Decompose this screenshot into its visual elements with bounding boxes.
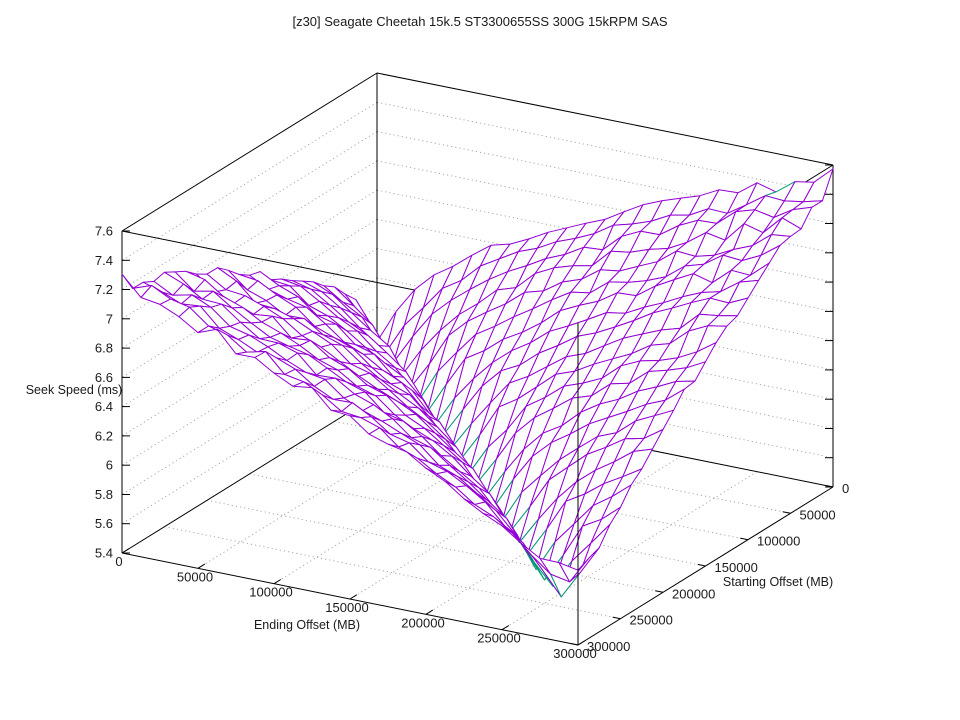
y-tick: [612, 616, 621, 620]
z-tick-label: 6: [106, 458, 113, 473]
box-edge: [121, 72, 378, 232]
x-tick-label: 300000: [553, 646, 596, 661]
z-gridline-left-wall: [121, 101, 378, 261]
y-tick-label: 250000: [630, 613, 673, 628]
z-tick-label: 5.8: [95, 487, 113, 502]
axis-ticks-labels: 5.45.65.866.26.46.66.877.27.47.605000010…: [95, 224, 849, 662]
y-axis-title: Starting Offset (MB): [722, 575, 834, 589]
y-tick-label: 300000: [587, 639, 630, 654]
x-tick-label: 0: [115, 554, 122, 569]
y-tick-label: 150000: [715, 560, 758, 575]
y-tick-label: 100000: [757, 534, 800, 549]
y-tick: [655, 590, 664, 593]
x-tick: [349, 594, 358, 600]
x-tick-label: 100000: [249, 585, 292, 600]
x-axis-title: Ending Offset (MB): [253, 618, 361, 632]
y-tick: [740, 537, 749, 541]
z-tick-label: 7.4: [95, 253, 113, 268]
box-edge: [376, 72, 834, 166]
x-tick: [577, 640, 586, 646]
z-tick-label: 6.8: [95, 341, 113, 356]
x-tick: [197, 563, 206, 569]
y-tick: [782, 511, 791, 514]
x-tick: [273, 579, 282, 585]
y-tick: [570, 642, 579, 646]
x-tick-label: 150000: [325, 600, 368, 615]
z-gridline-left-wall: [121, 131, 378, 290]
x-tick: [501, 625, 510, 631]
y-tick: [697, 563, 706, 567]
y-tick-label: 50000: [800, 507, 836, 522]
z-tick-label: 6.2: [95, 428, 113, 443]
chart-title: [z30] Seagate Cheetah 15k.5 ST3300655SS …: [292, 14, 668, 29]
x-tick-label: 250000: [477, 631, 520, 646]
z-tick-label: 7.6: [95, 224, 113, 239]
surface-mesh: [121, 168, 834, 598]
z-tick-label: 5.4: [95, 546, 113, 561]
x-tick: [121, 548, 130, 554]
z-tick-label: 7.2: [95, 282, 113, 297]
z-tick-label: 6.6: [95, 370, 113, 385]
x-tick: [425, 609, 434, 615]
y-tick: [825, 484, 834, 488]
z-tick-label: 7: [106, 311, 113, 326]
z-tick-label: 6.4: [95, 399, 113, 414]
y-tick-label: 200000: [672, 586, 715, 601]
z-axis-title: Seek Speed (ms): [25, 383, 123, 397]
x-tick-label: 50000: [177, 569, 213, 584]
y-tick-label: 0: [842, 481, 849, 496]
box-edge: [121, 394, 378, 554]
z-tick-label: 5.6: [95, 516, 113, 531]
z-gridline-right-wall: [376, 101, 834, 195]
x-tick-label: 200000: [401, 615, 444, 630]
